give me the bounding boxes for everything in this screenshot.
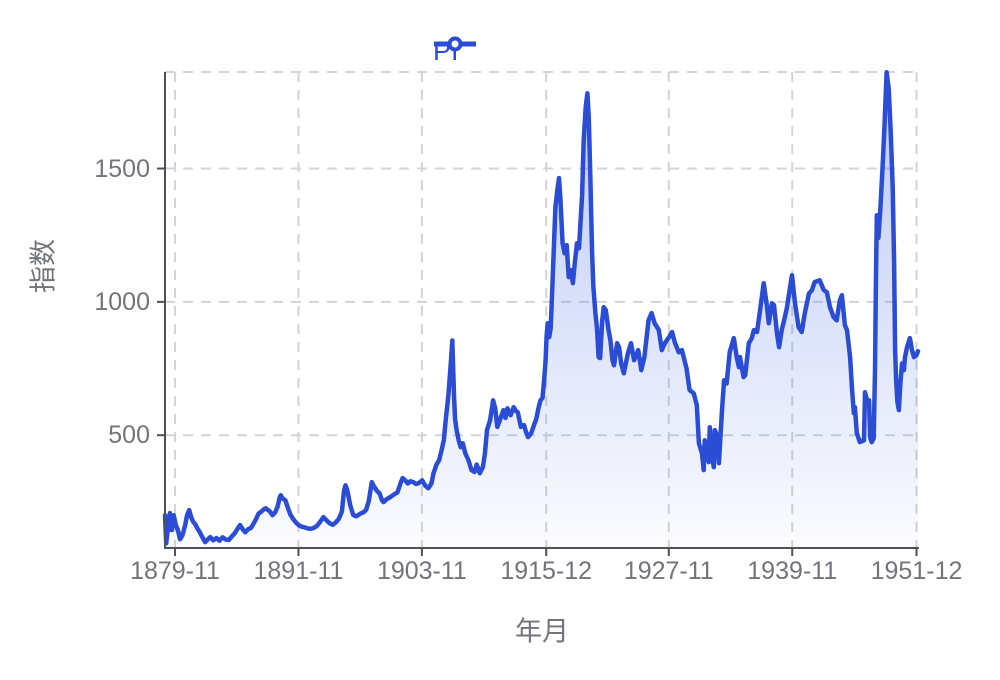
x-axis-tick-label: 1939-11 xyxy=(747,557,838,585)
x-axis-tick-label: 1915-12 xyxy=(500,557,593,585)
pi-area-fill xyxy=(165,72,918,549)
x-axis-name: 年月 xyxy=(515,616,569,647)
x-axis-tick-label: 1927-11 xyxy=(623,557,714,585)
y-axis-tick-label: 1500 xyxy=(94,154,150,183)
x-axis-tick-label: 1891-11 xyxy=(253,557,344,585)
chart-legend[interactable]: PI xyxy=(433,36,476,66)
legend-marker-icon xyxy=(434,36,476,52)
x-axis-tick-label: 1951-12 xyxy=(870,557,963,585)
x-axis-tick-label: 1903-11 xyxy=(376,557,467,585)
x-axis-tick-label: 1879-11 xyxy=(130,557,220,585)
pi-line-series[interactable] xyxy=(162,70,921,546)
y-axis-tick-label: 500 xyxy=(108,421,150,450)
y-axis-tick-label: 1000 xyxy=(94,287,150,316)
y-axis-name: 指数 xyxy=(28,239,59,293)
